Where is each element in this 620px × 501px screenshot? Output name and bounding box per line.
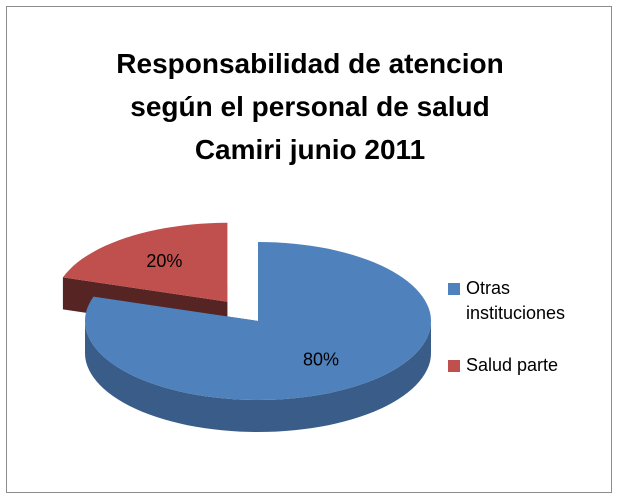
legend-swatch: [448, 283, 460, 295]
legend-swatch: [448, 360, 460, 372]
data-label: 80%: [303, 349, 339, 369]
slice-side: [85, 321, 431, 432]
legend-label: Salud parte: [466, 355, 559, 375]
chart-frame: [6, 6, 612, 493]
data-label: 20%: [146, 251, 182, 271]
legend-label: Otras instituciones: [466, 278, 566, 323]
slice: [85, 242, 431, 400]
slice: [62, 222, 228, 302]
legend-item: Otras instituciones: [448, 276, 606, 326]
legend-item: Salud parte: [448, 353, 606, 378]
chart-title: Responsabilidad de atencion según el per…: [116, 48, 504, 165]
